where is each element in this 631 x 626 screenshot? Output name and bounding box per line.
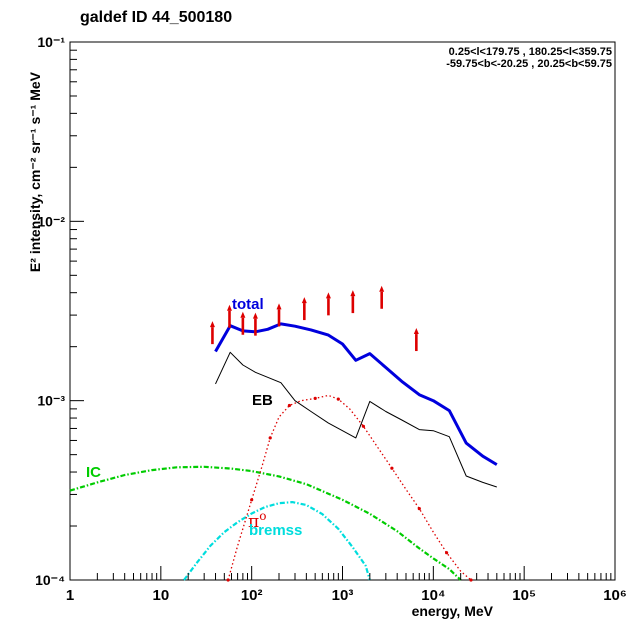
x-tick-label: 10: [152, 587, 169, 604]
y-tick-label: 10⁻²: [37, 213, 65, 229]
series-line-total: [214, 322, 498, 466]
region-line-1: 0.25<l<179.75 , 180.25<l<359.75: [449, 46, 612, 58]
data-upper-limit-arrow: [413, 328, 419, 352]
x-tick-label: 10³: [332, 587, 354, 604]
data-upper-limit-arrow: [325, 292, 331, 316]
label-ic: IC: [86, 464, 101, 481]
pion-marker: [336, 397, 340, 401]
pion-marker: [287, 403, 291, 408]
label-bremss: bremss: [249, 522, 302, 539]
pion-marker: [469, 578, 473, 582]
x-tick-label: 10²: [241, 587, 263, 604]
y-axis-label: E² intensity, cm⁻² sr⁻¹ s⁻¹ MeV: [27, 71, 43, 272]
data-upper-limit-arrow: [226, 304, 232, 328]
x-axis-label: energy, MeV: [412, 603, 494, 619]
label-eb: EB: [252, 392, 273, 409]
data-upper-limit-arrow: [301, 297, 307, 321]
region-line-2: -59.75<b<-20.25 , 20.25<b<59.75: [446, 58, 612, 70]
y-tick-label: 10⁻³: [37, 393, 65, 409]
pion-marker: [417, 507, 421, 511]
axis-ticks: 1 10 10² 10³ 10⁴ 10⁵ 10⁶ 10⁻⁴ 10⁻³ 10⁻² 10⁻¹: [35, 34, 627, 604]
data-upper-limit-arrow: [276, 303, 282, 327]
x-tick-label: 10⁵: [512, 587, 536, 604]
series-line-pion: [227, 394, 472, 581]
y-tick-label: 10⁻⁴: [35, 572, 65, 588]
chart-title: galdef ID 44_500180: [80, 9, 232, 26]
pion-marker: [390, 466, 394, 470]
x-tick-label: 10⁴: [421, 587, 445, 604]
y-tick-label: 10⁻¹: [37, 34, 65, 50]
data-upper-limit-arrow: [209, 321, 215, 345]
series-line-bremss: [183, 501, 371, 581]
pion-marker: [268, 436, 272, 440]
label-total: total: [232, 296, 264, 313]
series-layer: [69, 285, 498, 582]
pion-marker: [445, 551, 449, 555]
data-upper-limit-arrow: [252, 312, 258, 336]
x-tick-label: 10⁶: [603, 587, 627, 604]
label-pion: πo: [248, 509, 266, 532]
series-line-eb: [215, 351, 497, 488]
label-pion-main: π: [248, 512, 259, 532]
data-upper-limit-arrow: [240, 311, 246, 335]
label-pion-sup: o: [259, 509, 266, 523]
data-upper-limit-arrow: [379, 285, 385, 309]
pion-marker: [250, 498, 254, 502]
data-upper-limit-arrow: [350, 290, 356, 314]
pion-marker: [313, 396, 317, 400]
pion-marker: [361, 424, 365, 428]
pion-marker: [226, 578, 230, 582]
x-tick-label: 1: [66, 587, 74, 604]
